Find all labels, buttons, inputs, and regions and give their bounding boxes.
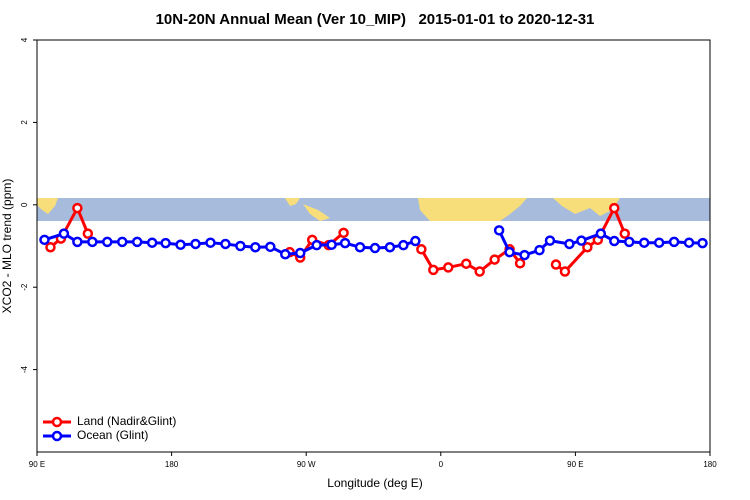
- legend-label: Land (Nadir&Glint): [77, 414, 176, 428]
- x-tick-label: 90 E: [567, 460, 583, 469]
- point: [564, 238, 575, 250]
- point: [338, 227, 349, 239]
- y-tick-label: -2: [20, 283, 29, 291]
- point: [428, 264, 439, 276]
- point: [280, 248, 291, 260]
- point: [190, 238, 201, 250]
- point: [39, 234, 50, 246]
- legend-label: Ocean (Glint): [77, 428, 148, 442]
- point: [146, 237, 158, 248]
- point: [416, 244, 427, 255]
- point: [683, 237, 695, 248]
- point: [460, 258, 472, 269]
- point: [519, 249, 530, 261]
- point: [576, 235, 587, 246]
- point: [116, 236, 128, 248]
- x-tick-label: 180: [703, 460, 717, 469]
- point: [559, 266, 571, 277]
- y-tick-label: 4: [20, 37, 29, 42]
- map-strip: [37, 198, 710, 221]
- point: [82, 228, 94, 239]
- point: [474, 266, 485, 277]
- point: [311, 239, 322, 251]
- x-tick-label: 90 E: [29, 460, 45, 469]
- point: [489, 254, 500, 265]
- x-tick-label: 180: [165, 460, 179, 469]
- chart-title: 10N-20N Annual Mean (Ver 10_MIP) 2015-01…: [156, 11, 595, 28]
- point: [354, 241, 366, 253]
- legend-marker: [51, 430, 63, 442]
- point: [205, 237, 216, 248]
- point: [160, 237, 171, 249]
- point: [410, 235, 421, 247]
- point: [87, 236, 98, 248]
- plot-frame: [36, 39, 711, 453]
- point: [668, 236, 680, 248]
- point: [45, 241, 56, 253]
- point: [326, 239, 337, 251]
- point: [609, 235, 620, 247]
- point: [609, 202, 620, 214]
- point: [265, 241, 276, 253]
- point: [294, 247, 306, 259]
- y-tick-label: 0: [20, 202, 29, 207]
- point: [653, 237, 665, 248]
- point: [534, 244, 545, 256]
- point: [443, 262, 454, 273]
- point: [638, 237, 650, 248]
- point: [619, 228, 631, 239]
- point: [504, 246, 515, 258]
- point: [398, 239, 409, 251]
- point: [72, 236, 83, 248]
- point: [250, 241, 261, 253]
- point: [582, 241, 593, 253]
- point: [339, 237, 351, 249]
- point: [58, 228, 70, 239]
- legend-marker: [51, 416, 63, 428]
- point: [175, 239, 186, 251]
- point: [550, 259, 562, 270]
- point: [220, 238, 231, 250]
- y-tick-label: 2: [20, 120, 29, 125]
- x-tick-label: 0: [439, 460, 444, 469]
- y-axis-label: XCO2 - MLO trend (ppm): [0, 179, 14, 314]
- point: [72, 202, 83, 214]
- point: [544, 235, 556, 246]
- point: [384, 241, 396, 253]
- x-tick-label: 90 W: [297, 460, 316, 469]
- point: [235, 240, 246, 252]
- y-tick-label: -4: [20, 365, 29, 373]
- point: [102, 236, 113, 248]
- point: [595, 228, 607, 239]
- point: [369, 242, 381, 254]
- point: [493, 225, 505, 236]
- point: [514, 258, 526, 269]
- point: [697, 237, 708, 249]
- point: [131, 236, 143, 248]
- x-axis-label: Longitude (deg E): [327, 476, 422, 490]
- point: [623, 236, 635, 248]
